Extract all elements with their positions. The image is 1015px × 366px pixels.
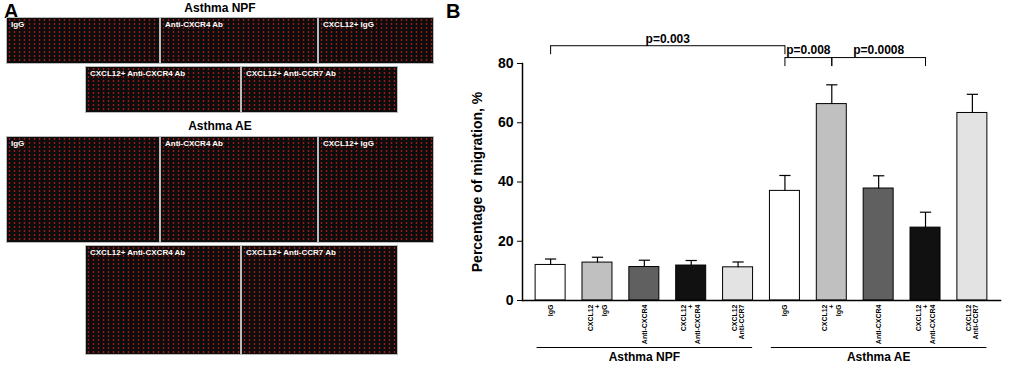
svg-text:IgG: IgG bbox=[547, 304, 555, 316]
html-text:Asthma NPF: Asthma NPF bbox=[184, 1, 256, 15]
svg-text:p=0.008: p=0.008 bbox=[786, 43, 831, 57]
svg-text:Percentage of migration, %: Percentage of migration, % bbox=[469, 91, 485, 272]
svg-text:40: 40 bbox=[498, 173, 514, 189]
svg-text:CXCL12+IgG: CXCL12+IgG bbox=[587, 304, 609, 331]
html-text:IgG: IgG bbox=[11, 139, 25, 148]
html-text:CXCL12+ Anti-CXCR4 Ab: CXCL12+ Anti-CXCR4 Ab bbox=[90, 69, 186, 78]
svg-text:60: 60 bbox=[498, 114, 514, 130]
html-text:CXCL12+ IgG: CXCL12+ IgG bbox=[323, 20, 374, 29]
html-text:Asthma AE: Asthma AE bbox=[188, 119, 252, 133]
svg-text:p=0.003: p=0.003 bbox=[646, 32, 691, 46]
svg-text:Anti-CXCR4: Anti-CXCR4 bbox=[641, 304, 648, 344]
svg-text:80: 80 bbox=[498, 55, 514, 71]
svg-text:IgG: IgG bbox=[781, 304, 789, 316]
html-text:CXCL12+ Anti-CXCR4 Ab: CXCL12+ Anti-CXCR4 Ab bbox=[90, 248, 186, 257]
svg-text:Asthma AE: Asthma AE bbox=[847, 350, 911, 364]
svg-text:CXCL12Anti-CCR7: CXCL12Anti-CCR7 bbox=[731, 304, 745, 339]
svg-text:0: 0 bbox=[506, 292, 514, 308]
svg-text:Anti-CXCR4: Anti-CXCR4 bbox=[875, 304, 882, 344]
html-text:Anti-CXCR4 Ab: Anti-CXCR4 Ab bbox=[165, 139, 223, 148]
html-text:CXCL12+ Anti-CCR7 Ab: CXCL12+ Anti-CCR7 Ab bbox=[246, 69, 336, 78]
html-text:B: B bbox=[446, 0, 461, 22]
svg-text:CXCL12+IgG: CXCL12+IgG bbox=[821, 304, 843, 331]
svg-text:CXCL12+Anti-CXCR4: CXCL12+Anti-CXCR4 bbox=[680, 304, 701, 344]
html-text:CXCL12+ IgG: CXCL12+ IgG bbox=[323, 139, 374, 148]
svg-text:20: 20 bbox=[498, 233, 514, 249]
svg-text:Asthma NPF: Asthma NPF bbox=[609, 350, 680, 364]
html-text:Anti-CXCR4 Ab: Anti-CXCR4 Ab bbox=[165, 20, 223, 29]
html-text:CXCL12+ Anti-CCR7 Ab: CXCL12+ Anti-CCR7 Ab bbox=[246, 248, 336, 257]
svg-text:CXCL12+Anti-CXCR4: CXCL12+Anti-CXCR4 bbox=[915, 304, 936, 344]
html-text:A: A bbox=[4, 0, 19, 22]
svg-text:p=0.0008: p=0.0008 bbox=[853, 43, 904, 57]
html-text:IgG: IgG bbox=[11, 20, 25, 29]
svg-text:CXCL12Anti-CCR7: CXCL12Anti-CCR7 bbox=[965, 304, 979, 339]
